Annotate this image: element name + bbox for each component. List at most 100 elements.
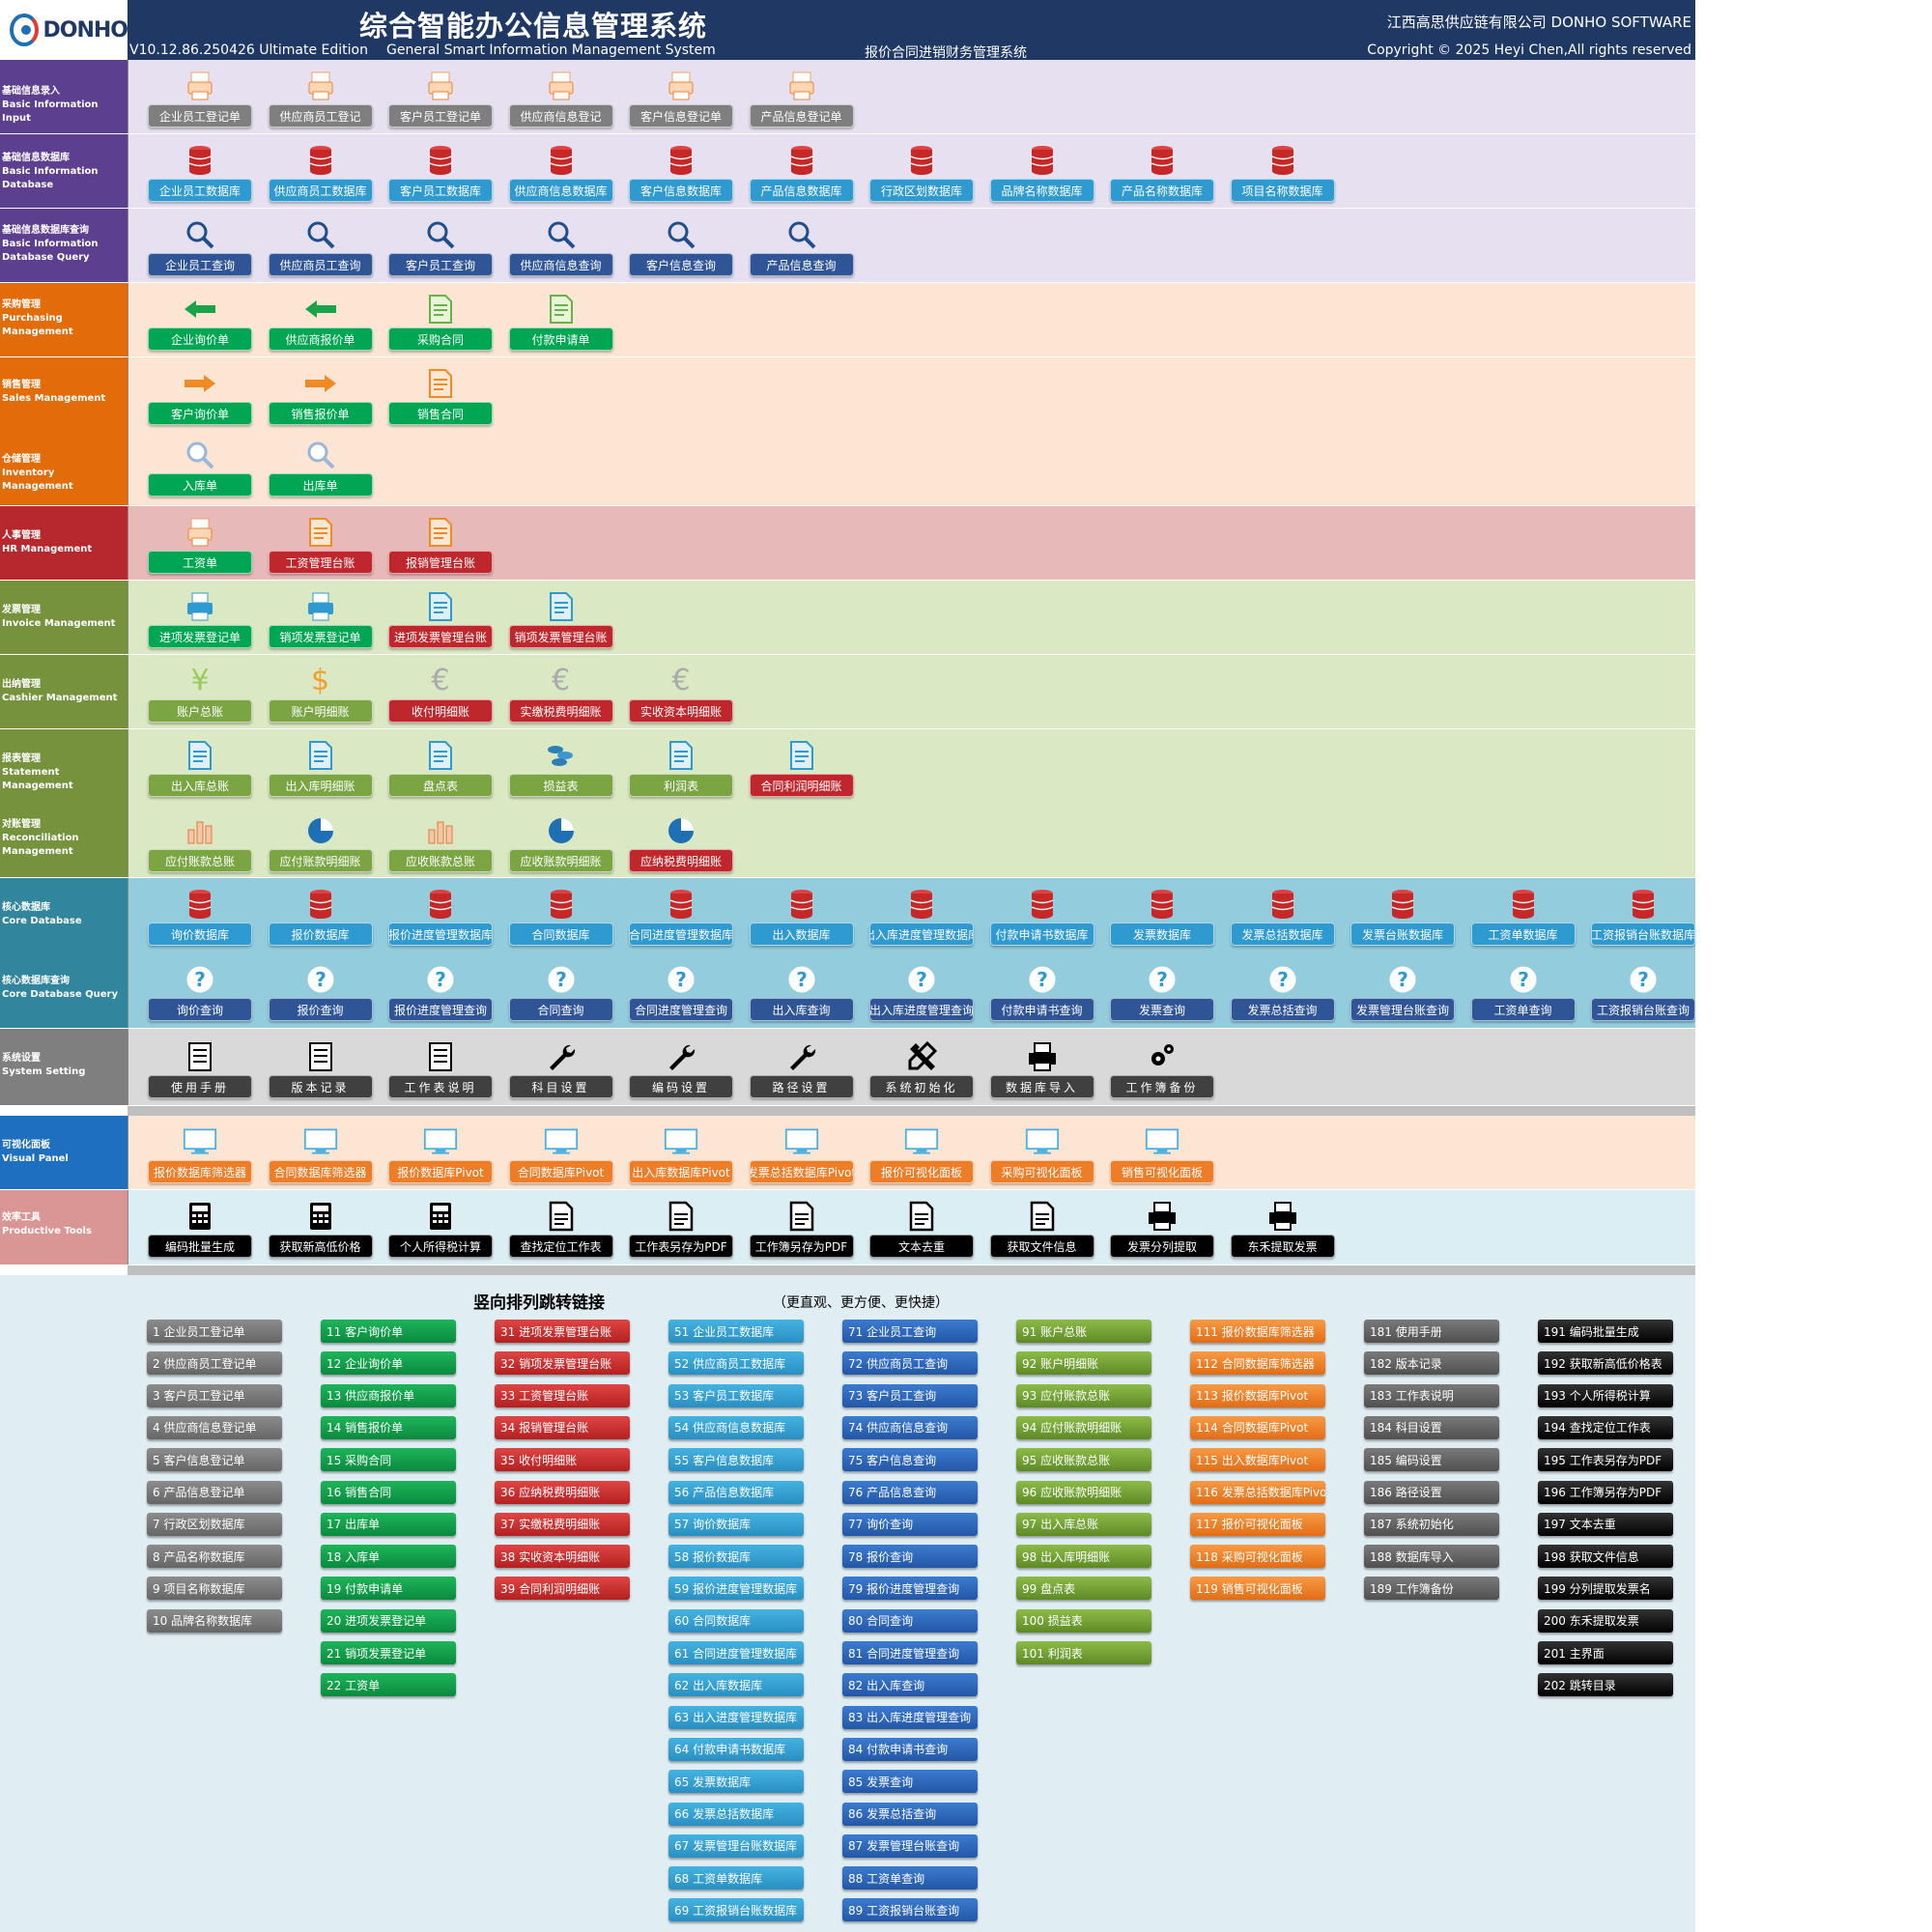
list-icon[interactable] bbox=[303, 1040, 338, 1073]
jump-link[interactable]: 200 东禾提取发票 bbox=[1538, 1608, 1673, 1633]
function-button[interactable]: 报价数据库筛选器 bbox=[148, 1160, 252, 1183]
function-button[interactable]: 产品信息数据库 bbox=[749, 179, 854, 202]
function-button[interactable]: 工作表说明 bbox=[388, 1075, 493, 1098]
function-button[interactable]: 供应商报价单 bbox=[268, 327, 373, 351]
function-button[interactable]: 工资单查询 bbox=[1470, 998, 1576, 1021]
fax-icon[interactable] bbox=[1145, 1200, 1179, 1233]
function-button[interactable]: 出入库进度管理查询 bbox=[869, 998, 974, 1021]
question-icon[interactable]: ? bbox=[1145, 963, 1179, 996]
function-button[interactable]: 获取文件信息 bbox=[989, 1235, 1094, 1258]
function-button[interactable]: 销售报价单 bbox=[268, 402, 373, 425]
jump-link[interactable]: 86 发票总括查询 bbox=[842, 1802, 978, 1826]
pie-chart-icon[interactable] bbox=[303, 814, 338, 847]
function-button[interactable]: 发票总括数据库 bbox=[1230, 923, 1335, 946]
jump-link[interactable]: 116 发票总括数据库Pivot bbox=[1190, 1480, 1325, 1504]
arrow-left-icon[interactable] bbox=[183, 293, 217, 326]
jump-link[interactable]: 8 产品名称数据库 bbox=[147, 1545, 282, 1569]
function-button[interactable]: 产品名称数据库 bbox=[1110, 179, 1214, 202]
question-icon[interactable]: ? bbox=[1025, 963, 1060, 996]
function-tile[interactable]: ? 工资单查询 bbox=[1469, 959, 1577, 1021]
function-button[interactable]: 工作簿备份 bbox=[1110, 1075, 1214, 1098]
function-button[interactable]: 供应商员工查询 bbox=[268, 253, 373, 276]
jump-link[interactable]: 84 付款申请书查询 bbox=[842, 1737, 978, 1761]
jump-link[interactable]: 71 企业员工查询 bbox=[842, 1320, 978, 1343]
jump-link[interactable]: 56 产品信息数据库 bbox=[668, 1480, 804, 1504]
function-button[interactable]: 应收账款总账 bbox=[388, 849, 493, 872]
search-icon[interactable] bbox=[664, 218, 698, 251]
function-tile[interactable]: 进项发票管理台账 bbox=[386, 586, 495, 648]
function-tile[interactable]: ? 发票查询 bbox=[1108, 959, 1216, 1021]
function-button[interactable]: 供应商员工登记 bbox=[268, 104, 373, 128]
function-button[interactable]: 客户询价单 bbox=[148, 402, 252, 425]
function-tile[interactable]: 产品信息数据库 bbox=[748, 140, 856, 202]
jump-link[interactable]: 10 品牌名称数据库 bbox=[147, 1608, 282, 1633]
function-button[interactable]: 客户信息数据库 bbox=[629, 179, 733, 202]
document-icon[interactable] bbox=[423, 367, 458, 400]
jump-link[interactable]: 73 客户员工查询 bbox=[842, 1383, 978, 1407]
function-tile[interactable]: 供应商报价单 bbox=[267, 289, 375, 351]
yen-icon[interactable]: ¥ bbox=[190, 664, 210, 697]
jump-link[interactable]: 37 实缴税费明细账 bbox=[495, 1512, 630, 1536]
list-icon[interactable] bbox=[183, 1040, 217, 1073]
function-tile[interactable]: 获取新高低价格 bbox=[267, 1196, 375, 1258]
function-tile[interactable]: 报价可视化面板 bbox=[867, 1122, 976, 1183]
function-button[interactable]: 出入库明细账 bbox=[268, 774, 373, 797]
function-button[interactable]: 合同利润明细账 bbox=[749, 774, 854, 797]
function-button[interactable]: 应付账款总账 bbox=[148, 849, 252, 872]
jump-link[interactable]: 187 系统初始化 bbox=[1364, 1512, 1499, 1536]
jump-link[interactable]: 55 客户信息数据库 bbox=[668, 1448, 804, 1472]
function-button[interactable]: 发票查询 bbox=[1110, 998, 1214, 1021]
database-icon[interactable] bbox=[183, 144, 217, 177]
calculator-icon[interactable] bbox=[303, 1200, 338, 1233]
function-tile[interactable]: 报价数据库 bbox=[267, 884, 375, 946]
database-icon[interactable] bbox=[544, 888, 579, 921]
function-tile[interactable]: 工资单 bbox=[146, 512, 254, 574]
jump-link[interactable]: 193 个人所得税计算 bbox=[1538, 1383, 1673, 1407]
search-icon[interactable] bbox=[784, 218, 819, 251]
jump-link[interactable]: 51 企业员工数据库 bbox=[668, 1320, 804, 1343]
function-tile[interactable]: 报价数据库筛选器 bbox=[146, 1122, 254, 1183]
database-icon[interactable] bbox=[1385, 888, 1420, 921]
jump-link[interactable]: 19 付款申请单 bbox=[321, 1577, 456, 1601]
function-button[interactable]: 数据库导入 bbox=[989, 1075, 1094, 1098]
function-tile[interactable]: 询价数据库 bbox=[146, 884, 254, 946]
jump-link[interactable]: 201 主界面 bbox=[1538, 1641, 1673, 1664]
function-tile[interactable]: 发票台账数据库 bbox=[1349, 884, 1457, 946]
database-icon[interactable] bbox=[544, 144, 579, 177]
jump-link[interactable]: 31 进项发票管理台账 bbox=[495, 1320, 630, 1343]
jump-link[interactable]: 181 使用手册 bbox=[1364, 1320, 1499, 1343]
function-tile[interactable]: ¥ 账户总账 bbox=[146, 661, 254, 723]
document-icon[interactable] bbox=[303, 516, 338, 549]
arrow-right-icon[interactable] bbox=[183, 367, 217, 400]
function-button[interactable]: 客户员工数据库 bbox=[388, 179, 493, 202]
document-list-icon[interactable] bbox=[183, 739, 217, 772]
question-icon[interactable]: ? bbox=[1506, 963, 1541, 996]
function-button[interactable]: 工资单数据库 bbox=[1470, 923, 1576, 946]
function-tile[interactable]: 出入库总账 bbox=[146, 735, 254, 797]
database-icon[interactable] bbox=[303, 888, 338, 921]
list-icon[interactable] bbox=[423, 1040, 458, 1073]
database-icon[interactable] bbox=[904, 888, 939, 921]
zoom-icon[interactable] bbox=[303, 439, 338, 471]
function-tile[interactable]: 出入库数据库Pivot bbox=[627, 1122, 735, 1183]
function-button[interactable]: 应收账款明细账 bbox=[508, 849, 613, 872]
function-button[interactable]: 进项发票登记单 bbox=[148, 625, 252, 648]
jump-link[interactable]: 5 客户信息登记单 bbox=[147, 1448, 282, 1472]
jump-link[interactable]: 100 损益表 bbox=[1016, 1608, 1151, 1633]
jump-link[interactable]: 36 应纳税费明细账 bbox=[495, 1480, 630, 1504]
function-tile[interactable]: 供应商员工登记 bbox=[267, 66, 375, 128]
jump-link[interactable]: 72 供应商员工查询 bbox=[842, 1351, 978, 1376]
function-button[interactable]: 供应商员工数据库 bbox=[268, 179, 373, 202]
jump-link[interactable]: 82 出入库查询 bbox=[842, 1673, 978, 1697]
jump-link[interactable]: 16 销售合同 bbox=[321, 1480, 456, 1504]
function-tile[interactable]: ? 发票总括查询 bbox=[1229, 959, 1337, 1021]
jump-link[interactable]: 52 供应商员工数据库 bbox=[668, 1351, 804, 1376]
function-button[interactable]: 报价进度管理查询 bbox=[388, 998, 493, 1021]
function-tile[interactable]: € 实缴税费明细账 bbox=[507, 661, 615, 723]
jump-link[interactable]: 67 发票管理台账数据库 bbox=[668, 1833, 804, 1858]
jump-link[interactable]: 69 工资报销台账数据库 bbox=[668, 1898, 804, 1922]
function-tile[interactable]: 供应商员工查询 bbox=[267, 214, 375, 276]
function-button[interactable]: 使用手册 bbox=[148, 1075, 252, 1098]
jump-link[interactable]: 54 供应商信息数据库 bbox=[668, 1415, 804, 1439]
function-tile[interactable]: ? 发票管理台账查询 bbox=[1349, 959, 1457, 1021]
